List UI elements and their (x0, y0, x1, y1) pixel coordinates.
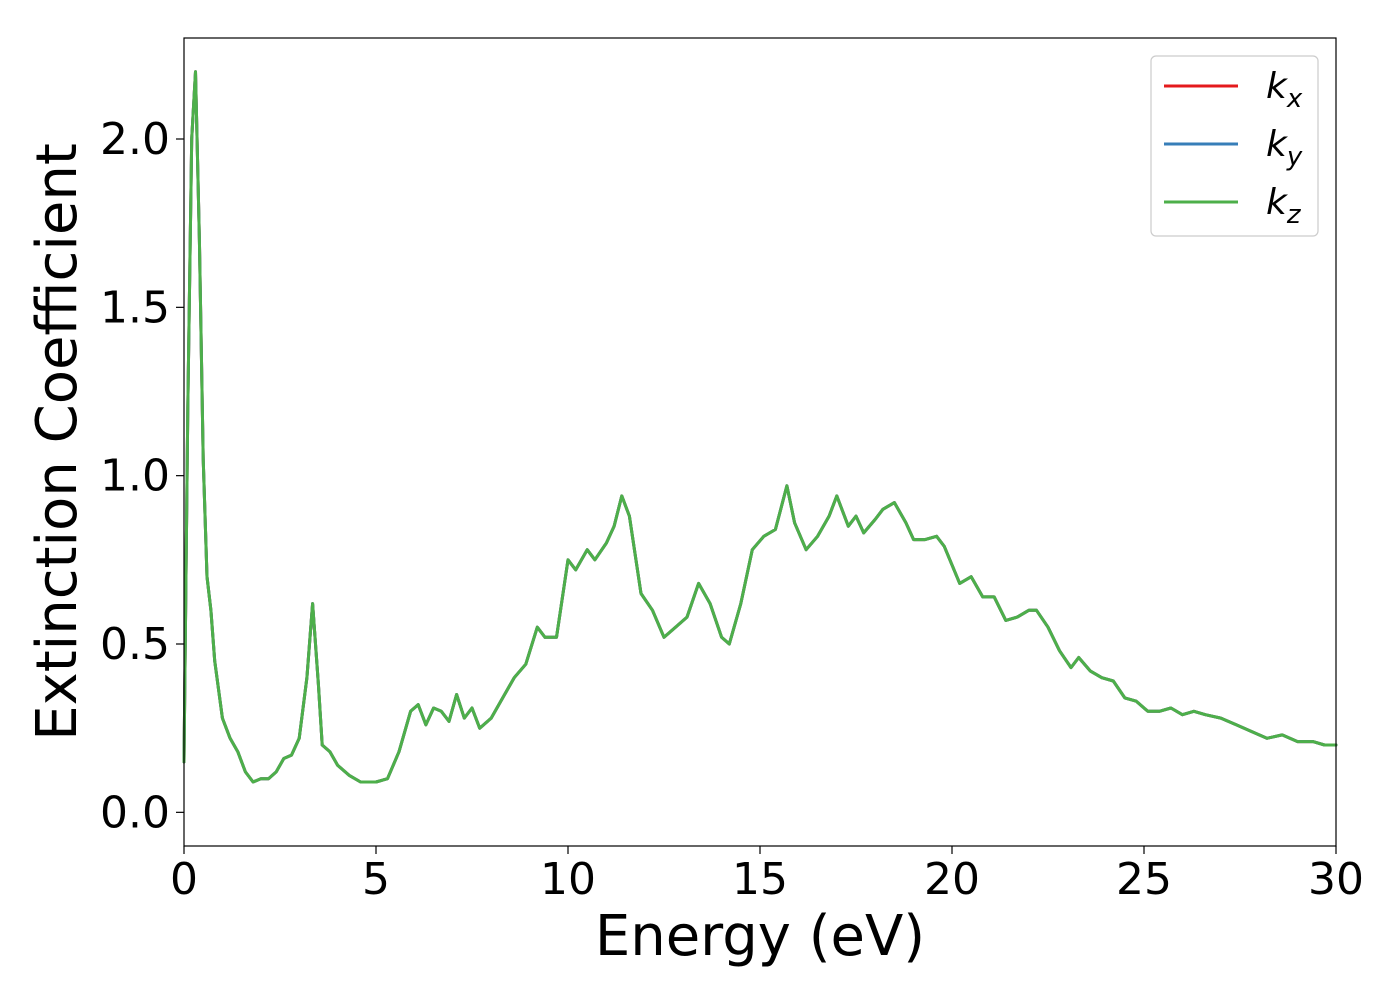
x-tick-label: 30 (1308, 854, 1364, 905)
legend-label-base: k (1266, 124, 1289, 165)
y-tick-label: 1.0 (100, 451, 170, 502)
legend-label-x: kx (1266, 66, 1303, 114)
y-axis-title: Extinction Coefficient (25, 143, 90, 741)
x-tick-label: 5 (362, 854, 390, 905)
y-tick-label: 2.0 (100, 114, 170, 165)
series-layer (182, 70, 1338, 784)
legend-label-y: ky (1266, 124, 1303, 172)
legend-box (1150, 55, 1319, 237)
x-tick-label: 15 (732, 854, 788, 905)
x-ticks: 0 5 10 15 20 25 30 (170, 846, 1364, 905)
x-tick-label: 20 (924, 854, 980, 905)
x-tick-label: 25 (1116, 854, 1172, 905)
y-tick-label: 1.5 (100, 282, 170, 333)
series-line-k_z (182, 70, 1338, 784)
legend-label-subscript: z (1286, 200, 1302, 230)
y-tick-label: 0.0 (100, 787, 170, 838)
legend-label-subscript: y (1286, 142, 1303, 172)
legend-label-base: k (1266, 182, 1289, 223)
legend-label-z: kz (1266, 182, 1302, 230)
legend-label-base: k (1266, 66, 1289, 107)
x-axis-title: Energy (eV) (595, 904, 925, 969)
y-ticks: 0.0 0.5 1.0 1.5 2.0 (100, 114, 184, 838)
x-tick-label: 0 (170, 854, 198, 905)
x-tick-label: 10 (540, 854, 596, 905)
y-tick-label: 0.5 (100, 619, 170, 670)
legend-label-subscript: x (1286, 84, 1303, 114)
